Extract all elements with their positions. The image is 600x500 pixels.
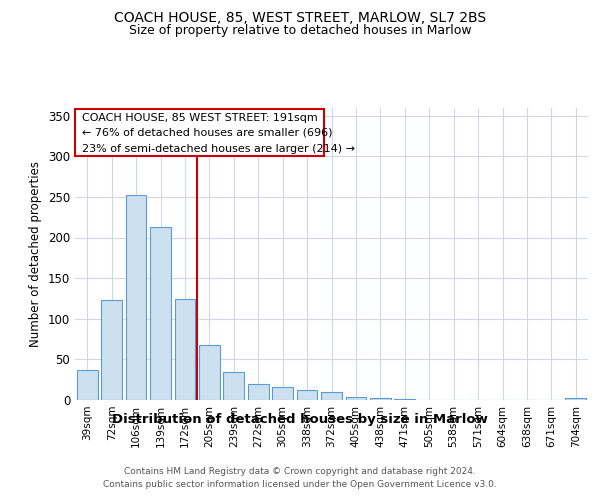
Bar — [346, 397, 367, 400]
Text: Contains public sector information licensed under the Open Government Licence v3: Contains public sector information licen… — [103, 480, 497, 489]
Bar — [223, 372, 244, 400]
Bar — [101, 300, 122, 400]
Bar — [565, 398, 586, 400]
Bar — [125, 195, 146, 400]
Bar — [175, 299, 196, 400]
Y-axis label: Number of detached properties: Number of detached properties — [29, 161, 43, 347]
Text: COACH HOUSE, 85, WEST STREET, MARLOW, SL7 2BS: COACH HOUSE, 85, WEST STREET, MARLOW, SL… — [114, 11, 486, 25]
Text: Distribution of detached houses by size in Marlow: Distribution of detached houses by size … — [112, 412, 488, 426]
Bar — [150, 227, 171, 400]
Bar — [296, 390, 317, 400]
Bar — [321, 392, 342, 400]
Text: Contains HM Land Registry data © Crown copyright and database right 2024.: Contains HM Land Registry data © Crown c… — [124, 468, 476, 476]
Bar — [394, 399, 415, 400]
Text: Size of property relative to detached houses in Marlow: Size of property relative to detached ho… — [128, 24, 472, 37]
Bar — [248, 384, 269, 400]
Bar — [370, 398, 391, 400]
Bar — [272, 387, 293, 400]
Bar — [77, 370, 98, 400]
Bar — [199, 345, 220, 400]
